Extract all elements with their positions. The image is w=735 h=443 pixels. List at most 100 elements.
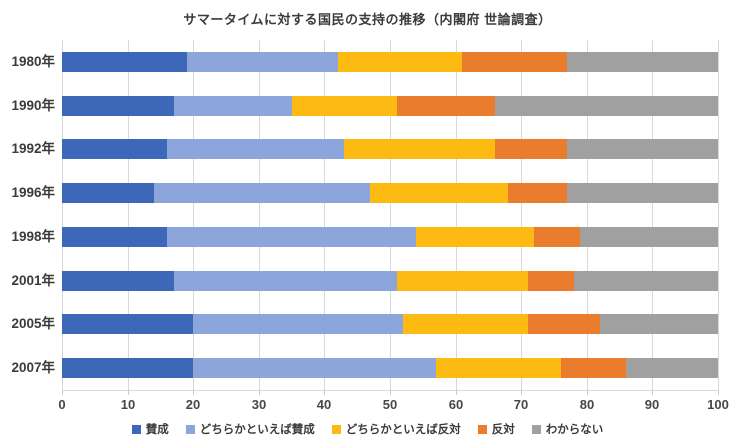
bar-segment-dont-know bbox=[626, 358, 718, 379]
legend-item-oppose: 反対 bbox=[477, 421, 515, 437]
gridline-10 bbox=[128, 40, 129, 390]
legend-swatch-icon bbox=[185, 424, 195, 434]
bar-segment-lean-approve bbox=[166, 226, 417, 247]
x-axis-label: 60 bbox=[448, 397, 464, 412]
y-axis-label: 1990年 bbox=[11, 97, 55, 113]
y-axis-label: 2007年 bbox=[11, 360, 55, 376]
bar-row bbox=[62, 183, 718, 204]
bar-row bbox=[62, 139, 718, 160]
bar-segment-approve bbox=[62, 226, 167, 247]
bar-segment-oppose bbox=[527, 314, 600, 335]
bar-segment-lean-oppose bbox=[396, 270, 528, 291]
gridline-40 bbox=[324, 40, 325, 390]
bar-segment-approve bbox=[62, 314, 194, 335]
bar-segment-approve bbox=[62, 95, 174, 116]
y-axis-label: 1992年 bbox=[11, 141, 55, 157]
bar-segment-oppose bbox=[534, 226, 581, 247]
bar-segment-dont-know bbox=[567, 183, 718, 204]
bar-segment-lean-approve bbox=[193, 358, 436, 379]
x-axis-label: 70 bbox=[513, 397, 529, 412]
bar-segment-lean-oppose bbox=[435, 358, 561, 379]
bar-segment-dont-know bbox=[580, 226, 718, 247]
bar-segment-lean-approve bbox=[186, 51, 338, 72]
bar-segment-dont-know bbox=[573, 270, 718, 291]
x-axis-tick bbox=[456, 390, 457, 395]
bar-segment-lean-oppose bbox=[291, 95, 397, 116]
bar-segment-oppose bbox=[494, 139, 568, 160]
legend-item-lean-oppose: どちらかといえば反対 bbox=[331, 421, 461, 437]
bar-row bbox=[62, 226, 718, 247]
legend-swatch-icon bbox=[477, 424, 487, 434]
bar-segment-lean-oppose bbox=[416, 226, 535, 247]
bar-segment-oppose bbox=[462, 51, 568, 72]
bar-segment-lean-oppose bbox=[403, 314, 528, 335]
bar-segment-oppose bbox=[527, 270, 574, 291]
x-axis-label: 0 bbox=[58, 397, 66, 412]
bar-segment-dont-know bbox=[599, 314, 718, 335]
x-axis-tick bbox=[718, 390, 719, 395]
bar-segment-dont-know bbox=[494, 95, 718, 116]
gridline-30 bbox=[259, 40, 260, 390]
bar-segment-approve bbox=[62, 270, 174, 291]
chart-title: サマータイムに対する国民の支持の推移（内閣府 世論調査） bbox=[183, 12, 552, 27]
bar-segment-oppose bbox=[396, 95, 495, 116]
gridline-50 bbox=[390, 40, 391, 390]
x-axis-label: 20 bbox=[185, 397, 201, 412]
gridline-80 bbox=[587, 40, 588, 390]
x-axis-tick bbox=[652, 390, 653, 395]
gridline-20 bbox=[193, 40, 194, 390]
x-axis-tick bbox=[193, 390, 194, 395]
bar-segment-approve bbox=[62, 139, 167, 160]
legend-swatch-icon bbox=[131, 424, 141, 434]
legend-label: どちらかといえば反対 bbox=[345, 424, 461, 436]
y-axis-label: 2005年 bbox=[11, 316, 55, 332]
legend-item-approve: 賛成 bbox=[131, 421, 169, 437]
y-axis-label: 2001年 bbox=[11, 272, 55, 288]
x-axis-label: 80 bbox=[579, 397, 595, 412]
y-axis-label: 1996年 bbox=[11, 185, 55, 201]
bar-segment-lean-oppose bbox=[337, 51, 463, 72]
bar-segment-lean-approve bbox=[173, 270, 397, 291]
legend-label: わからない bbox=[545, 424, 604, 436]
x-axis-tick bbox=[521, 390, 522, 395]
gridline-100 bbox=[718, 40, 719, 390]
bar-segment-lean-approve bbox=[166, 139, 345, 160]
bar-segment-lean-oppose bbox=[370, 183, 509, 204]
x-axis-label: 10 bbox=[120, 397, 136, 412]
bar-segment-approve bbox=[62, 183, 154, 204]
x-axis-label: 30 bbox=[251, 397, 267, 412]
plot-area bbox=[62, 40, 719, 391]
legend: 賛成 どちらかといえば賛成 どちらかといえば反対 反対 わからない bbox=[0, 421, 735, 437]
bar-row bbox=[62, 314, 718, 335]
bar-segment-lean-oppose bbox=[344, 139, 495, 160]
x-axis-tick bbox=[587, 390, 588, 395]
bar-segment-oppose bbox=[508, 183, 568, 204]
bar-row bbox=[62, 95, 718, 116]
x-axis-label: 90 bbox=[644, 397, 660, 412]
x-axis-label: 50 bbox=[382, 397, 398, 412]
x-axis-label: 40 bbox=[316, 397, 332, 412]
bar-segment-lean-approve bbox=[173, 95, 292, 116]
y-axis-label: 1980年 bbox=[11, 53, 55, 69]
bar-segment-lean-approve bbox=[153, 183, 371, 204]
bar-row bbox=[62, 270, 718, 291]
legend-swatch-icon bbox=[531, 424, 541, 434]
x-axis-tick bbox=[128, 390, 129, 395]
bar-segment-lean-approve bbox=[193, 314, 404, 335]
legend-label: 賛成 bbox=[145, 424, 169, 436]
gridline-60 bbox=[456, 40, 457, 390]
bar-row bbox=[62, 51, 718, 72]
legend-label: どちらかといえば賛成 bbox=[199, 424, 315, 436]
bar-row bbox=[62, 358, 718, 379]
x-axis-tick bbox=[324, 390, 325, 395]
bar-segment-approve bbox=[62, 51, 187, 72]
x-axis-tick bbox=[259, 390, 260, 395]
bar-segment-approve bbox=[62, 358, 194, 379]
legend-item-lean-approve: どちらかといえば賛成 bbox=[185, 421, 315, 437]
bar-segment-dont-know bbox=[567, 51, 718, 72]
x-axis-tick bbox=[390, 390, 391, 395]
x-axis-tick bbox=[62, 390, 63, 395]
gridline-70 bbox=[521, 40, 522, 390]
bar-segment-dont-know bbox=[567, 139, 718, 160]
